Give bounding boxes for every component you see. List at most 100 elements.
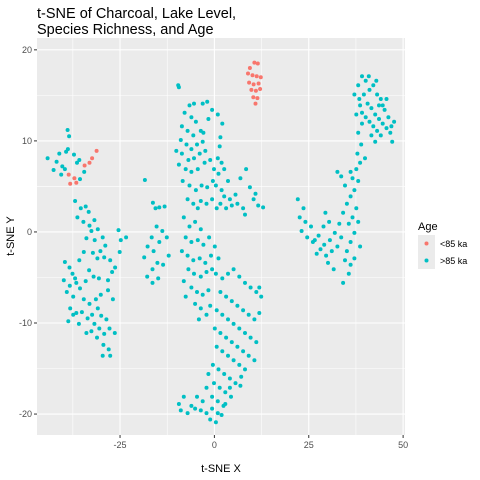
point-gt85ka xyxy=(223,390,228,395)
point-gt85ka xyxy=(198,306,203,311)
point-gt85ka xyxy=(327,238,332,243)
point-gt85ka xyxy=(226,317,230,322)
point-gt85ka xyxy=(254,340,259,345)
point-gt85ka xyxy=(76,321,81,326)
point-gt85ka xyxy=(323,210,328,215)
point-lt85ka xyxy=(94,148,99,153)
point-gt85ka xyxy=(243,280,247,285)
point-gt85ka xyxy=(377,117,381,121)
point-gt85ka xyxy=(193,188,198,193)
data-points xyxy=(45,60,397,425)
point-gt85ka xyxy=(178,408,183,413)
point-gt85ka xyxy=(73,276,78,281)
point-gt85ka xyxy=(200,292,205,297)
point-gt85ka xyxy=(110,297,115,302)
point-gt85ka xyxy=(220,312,225,317)
point-gt85ka xyxy=(75,160,79,165)
point-lt85ka xyxy=(255,96,260,101)
point-gt85ka xyxy=(83,279,88,284)
point-gt85ka xyxy=(86,209,91,214)
point-gt85ka xyxy=(203,148,208,153)
point-gt85ka xyxy=(91,274,96,279)
point-gt85ka xyxy=(358,244,363,249)
point-gt85ka xyxy=(185,128,190,133)
point-gt85ka xyxy=(59,172,64,177)
point-gt85ka xyxy=(67,283,72,288)
point-gt85ka xyxy=(299,229,304,233)
point-gt85ka xyxy=(189,115,194,120)
point-gt85ka xyxy=(107,326,112,331)
point-gt85ka xyxy=(90,312,95,317)
point-gt85ka xyxy=(90,250,95,255)
point-gt85ka xyxy=(81,219,86,224)
point-gt85ka xyxy=(239,374,244,379)
point-gt85ka xyxy=(176,162,181,167)
point-gt85ka xyxy=(145,274,150,279)
point-gt85ka xyxy=(54,159,59,164)
point-gt85ka xyxy=(380,121,385,126)
point-gt85ka xyxy=(205,99,210,104)
point-gt85ka xyxy=(210,179,215,183)
point-gt85ka xyxy=(145,244,150,249)
point-gt85ka xyxy=(92,321,97,326)
point-gt85ka xyxy=(238,383,243,388)
point-gt85ka xyxy=(192,156,196,161)
point-gt85ka xyxy=(324,253,329,258)
point-gt85ka xyxy=(227,376,232,381)
point-gt85ka xyxy=(366,74,371,79)
point-gt85ka xyxy=(243,331,247,335)
point-lt85ka xyxy=(253,88,258,93)
point-lt85ka xyxy=(246,71,250,76)
point-gt85ka xyxy=(96,276,101,281)
point-gt85ka xyxy=(181,394,186,399)
point-gt85ka xyxy=(350,215,355,220)
point-gt85ka xyxy=(256,203,261,208)
point-gt85ka xyxy=(201,130,206,135)
point-gt85ka xyxy=(150,267,155,272)
point-gt85ka xyxy=(89,229,94,233)
point-gt85ka xyxy=(374,78,379,83)
point-gt85ka xyxy=(183,235,188,240)
point-gt85ka xyxy=(108,258,113,263)
point-gt85ka xyxy=(241,206,246,211)
point-gt85ka xyxy=(318,247,323,252)
point-gt85ka xyxy=(157,205,162,210)
point-gt85ka xyxy=(198,227,203,232)
legend-swatch-lt85 xyxy=(424,241,429,246)
point-gt85ka xyxy=(354,112,359,117)
point-gt85ka xyxy=(216,256,221,261)
point-gt85ka xyxy=(361,92,366,97)
point-gt85ka xyxy=(84,236,89,241)
point-gt85ka xyxy=(192,271,196,276)
point-gt85ka xyxy=(89,329,94,334)
point-gt85ka xyxy=(354,206,359,211)
point-gt85ka xyxy=(226,353,230,358)
point-lt85ka xyxy=(258,87,263,91)
point-gt85ka xyxy=(354,167,359,172)
y-tick-label: 0 xyxy=(27,227,32,237)
point-gt85ka xyxy=(252,317,257,322)
point-gt85ka xyxy=(198,274,203,279)
point-gt85ka xyxy=(118,238,123,243)
point-gt85ka xyxy=(229,340,234,345)
point-gt85ka xyxy=(356,179,361,183)
point-gt85ka xyxy=(222,372,227,376)
point-gt85ka xyxy=(77,158,82,162)
point-gt85ka xyxy=(231,321,236,326)
point-gt85ka xyxy=(331,267,336,272)
point-gt85ka xyxy=(218,331,223,335)
point-gt85ka xyxy=(224,294,229,299)
point-gt85ka xyxy=(382,107,387,112)
point-gt85ka xyxy=(218,135,223,140)
point-gt85ka xyxy=(233,192,238,197)
point-lt85ka xyxy=(72,176,77,181)
point-gt85ka xyxy=(162,204,167,209)
point-gt85ka xyxy=(356,219,361,224)
point-gt85ka xyxy=(187,224,192,229)
point-gt85ka xyxy=(344,249,349,254)
point-gt85ka xyxy=(95,335,99,340)
point-gt85ka xyxy=(246,312,251,317)
point-gt85ka xyxy=(71,294,76,299)
point-gt85ka xyxy=(218,201,223,206)
point-gt85ka xyxy=(215,399,220,404)
